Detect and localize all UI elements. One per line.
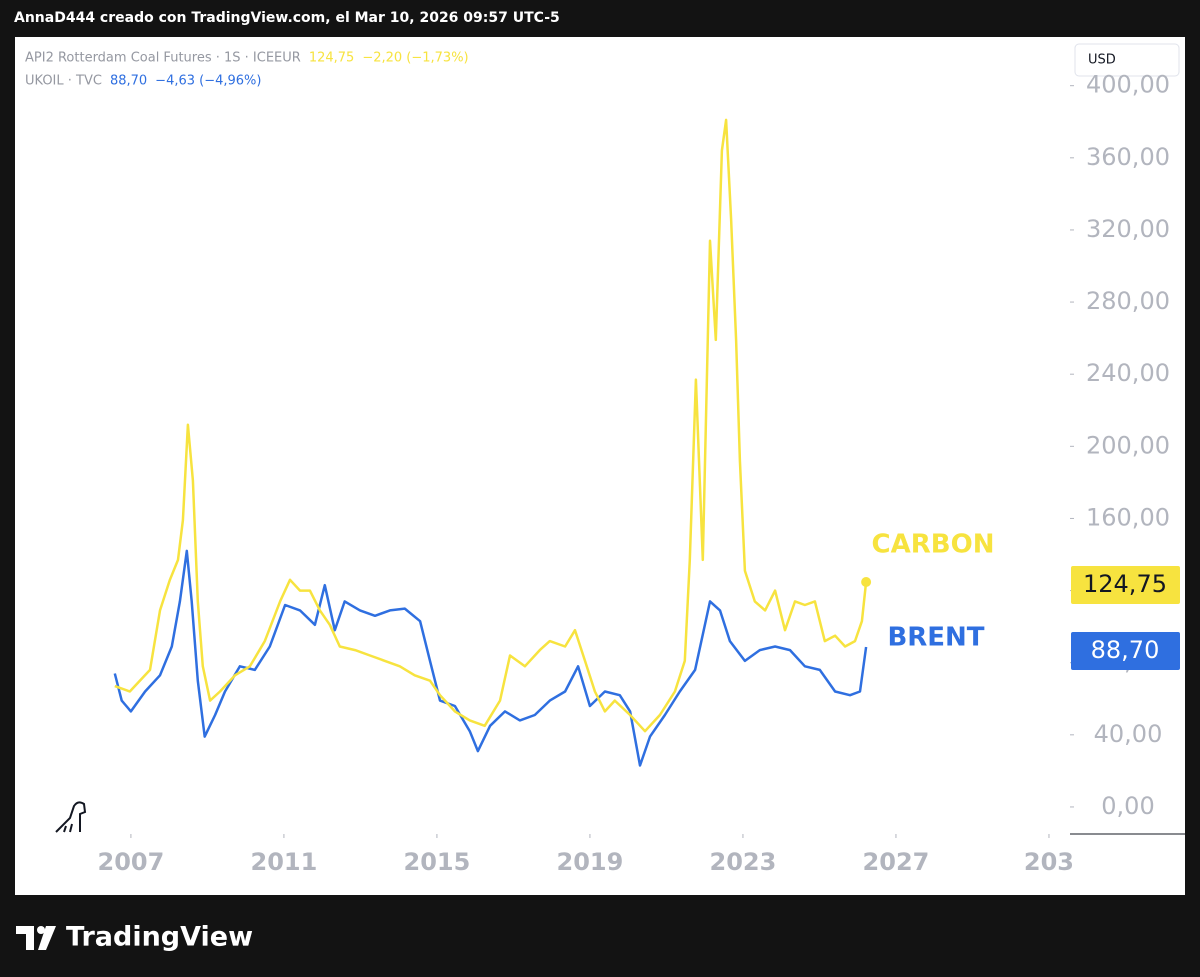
last-point <box>861 577 872 588</box>
dino-icon <box>55 801 87 833</box>
price-badge <box>1071 566 1180 604</box>
price-badge-label: 124,75 <box>1083 570 1167 598</box>
x-tick-label: 2023 <box>710 848 777 876</box>
y-tick-label: 200,00 <box>1086 431 1170 459</box>
legend-ticker: API2 Rotterdam Coal Futures · 1S · ICEEU… <box>25 51 301 66</box>
legend-change: −2,20 (−1,73%) <box>362 51 468 66</box>
series-name: CARBON <box>872 530 995 560</box>
chart-area <box>15 37 1185 895</box>
series-line <box>113 549 868 767</box>
y-tick-label: 160,00 <box>1086 503 1170 531</box>
x-tick-label: 2019 <box>557 848 624 876</box>
credit: AnnaD444 creado con TradingView.com, el … <box>14 10 560 26</box>
y-tick-label: 40,00 <box>1094 720 1163 748</box>
series-name: BRENT <box>887 623 984 653</box>
x-tick-label: 2011 <box>251 848 318 876</box>
legend-ticker: UKOIL · TVC <box>25 74 102 89</box>
legend-change: −4,63 (−4,96%) <box>155 74 261 89</box>
brand: TradingView <box>66 922 253 953</box>
price-badge <box>1071 632 1180 670</box>
legend-price: 124,75 <box>309 51 355 66</box>
y-tick-label: 400,00 <box>1086 71 1170 99</box>
x-tick-label: 2027 <box>863 848 930 876</box>
x-tick-label: 2015 <box>404 848 471 876</box>
y-tick-label: 360,00 <box>1086 143 1170 171</box>
y-tick-label: 0,00 <box>1101 792 1154 820</box>
y-tick-label: 280,00 <box>1086 287 1170 315</box>
x-tick-label: 2007 <box>98 848 165 876</box>
series-line <box>114 118 868 733</box>
legend-price: 88,70 <box>110 74 147 89</box>
tradingview-logo <box>16 926 56 950</box>
price-badge-label: 88,70 <box>1091 636 1160 664</box>
currency-button[interactable] <box>1074 43 1180 77</box>
x-tick-label: 203 <box>1024 848 1074 876</box>
y-tick-label: 320,00 <box>1086 215 1170 243</box>
y-tick-label: 240,00 <box>1086 359 1170 387</box>
currency: USD <box>1088 53 1116 68</box>
